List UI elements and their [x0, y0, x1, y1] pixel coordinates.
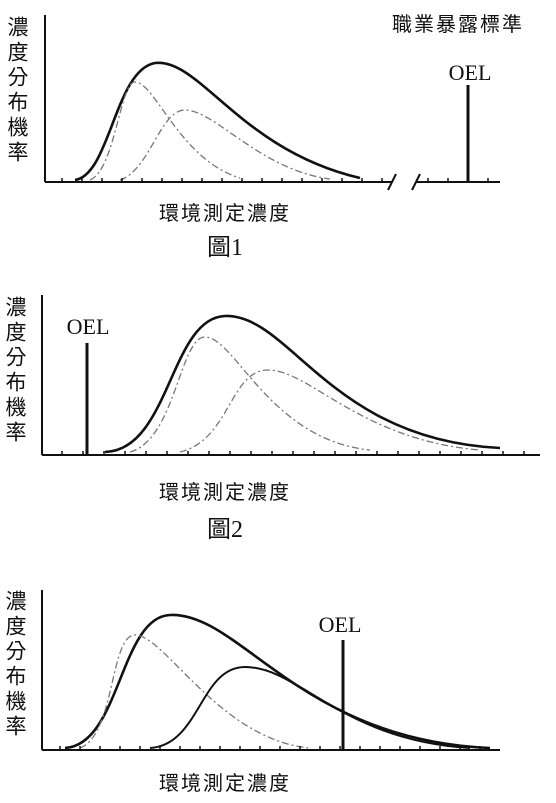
axis-ticks: [59, 178, 525, 750]
distribution-curve: [74, 61, 361, 182]
x-label: 環境測定濃度: [159, 480, 291, 504]
y-label: 濃度分布機率: [5, 16, 29, 166]
annotation: 職業暴露標準: [392, 12, 524, 36]
oel-label: OEL: [66, 314, 110, 339]
x-label: 環境測定濃度: [159, 771, 291, 795]
y-label: 濃度分布機率: [3, 296, 27, 446]
y-label: 濃度分布機率: [3, 590, 27, 740]
component-curve: [119, 109, 331, 181]
component-curve: [149, 665, 471, 749]
component-curve: [179, 369, 481, 453]
distribution-curve: [104, 314, 501, 454]
component-curve: [79, 634, 311, 749]
component-curve: [129, 336, 371, 453]
oel-label: OEL: [448, 60, 492, 85]
figure-1: [44, 15, 500, 191]
caption: 圖2: [207, 517, 243, 543]
caption: 圖1: [207, 235, 243, 261]
component-curve: [89, 81, 241, 181]
distribution-curve: [64, 613, 491, 750]
axis-break: [387, 173, 421, 191]
x-label: 環境測定濃度: [159, 201, 291, 225]
oel-label: OEL: [318, 612, 362, 637]
figure-3: [41, 590, 500, 751]
figure-2: [41, 295, 540, 456]
